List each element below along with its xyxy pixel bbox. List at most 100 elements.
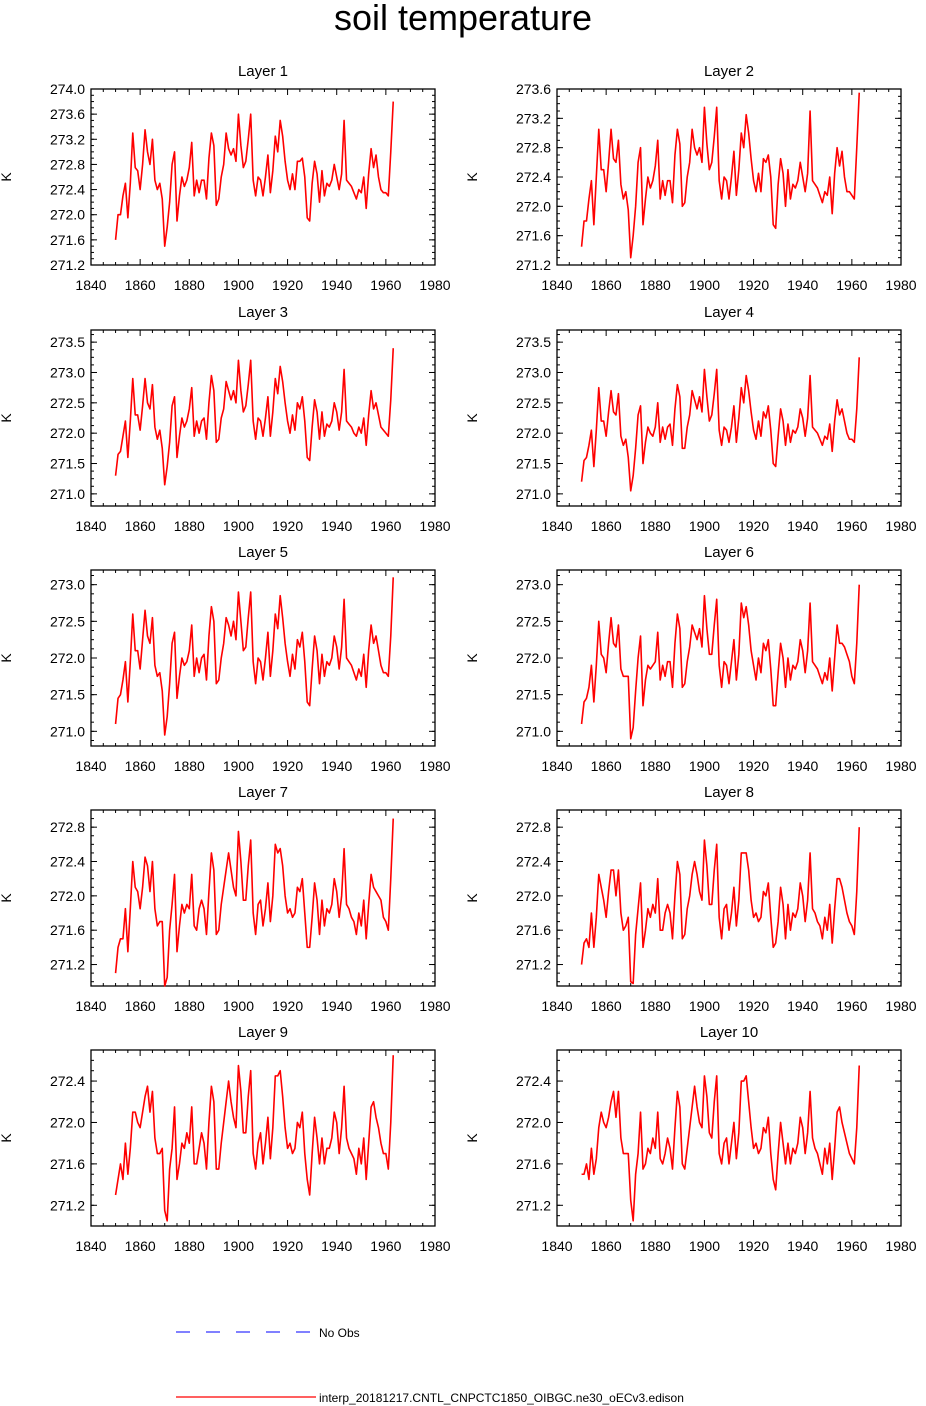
panel-7: Layer 7 K 1840 1860 1880 1900 1920 1940 1960 1980… [0, 784, 451, 1014]
panels-group: Layer 1 K 1840 1860 1880 1900 1920 1940 1960 1980… [0, 63, 917, 1254]
y-tick-label: 271.5 [50, 687, 85, 703]
legend-obs-label: No Obs [319, 1326, 360, 1340]
panel-title: Layer 10 [700, 1024, 758, 1041]
x-tick-label: 1980 [885, 998, 916, 1014]
x-tick-label: 1960 [370, 758, 401, 774]
x-tick-label: 1920 [738, 277, 769, 293]
y-tick-label: 272.0 [516, 888, 551, 904]
x-tick-label: 1980 [419, 277, 450, 293]
y-tick-label: 273.6 [50, 106, 85, 122]
series-line [114, 818, 395, 987]
y-tick-label: 272.4 [516, 169, 551, 185]
x-tick-label: 1860 [125, 277, 156, 293]
x-tick-label: 1900 [223, 277, 254, 293]
panel-title: Layer 7 [238, 784, 288, 801]
x-tick-label: 1900 [689, 758, 720, 774]
x-tick-label: 1960 [836, 1238, 867, 1254]
y-tick-label: 271.2 [50, 957, 85, 973]
x-tick-label: 1980 [885, 277, 916, 293]
y-tick-label: 271.2 [50, 257, 85, 273]
series-line [114, 348, 395, 486]
y-tick-label: 271.2 [50, 1197, 85, 1213]
y-tick-label: 272.4 [516, 854, 551, 870]
panel-9: Layer 9 K 1840 1860 1880 1900 1920 1940 1960 1980… [0, 1024, 451, 1254]
y-tick-label: 271.6 [516, 228, 551, 244]
y-tick-label: 271.5 [516, 456, 551, 472]
y-tick-label: 271.2 [516, 257, 551, 273]
y-tick-label: 273.6 [516, 81, 551, 97]
y-axis-label: K [0, 653, 14, 663]
x-tick-label: 1840 [75, 277, 106, 293]
x-tick-label: 1900 [689, 518, 720, 534]
y-tick-label: 272.8 [50, 819, 85, 835]
x-tick-label: 1980 [885, 1238, 916, 1254]
x-tick-label: 1920 [738, 758, 769, 774]
panel-title: Layer 1 [238, 63, 288, 80]
y-axis-label: K [464, 893, 480, 903]
panel-title: Layer 4 [704, 304, 754, 321]
x-tick-label: 1920 [272, 758, 303, 774]
x-tick-label: 1960 [836, 998, 867, 1014]
y-tick-label: 271.6 [516, 922, 551, 938]
y-tick-label: 273.0 [516, 364, 551, 380]
plot-frame [90, 329, 436, 507]
y-tick-label: 272.4 [50, 854, 85, 870]
y-tick-label: 271.2 [516, 957, 551, 973]
x-tick-label: 1980 [885, 518, 916, 534]
y-tick-label: 271.0 [50, 723, 85, 739]
x-tick-label: 1940 [321, 518, 352, 534]
y-tick-label: 272.8 [516, 819, 551, 835]
y-tick-label: 273.5 [516, 334, 551, 350]
panel-2: Layer 2 K 1840 1860 1880 1900 1920 1940 1960 1980… [464, 63, 917, 293]
x-tick-label: 1880 [174, 758, 205, 774]
panel-title: Layer 9 [238, 1024, 288, 1041]
x-tick-label: 1940 [787, 277, 818, 293]
y-tick-label: 272.4 [516, 1073, 551, 1089]
x-tick-label: 1900 [689, 1238, 720, 1254]
y-tick-label: 271.5 [50, 456, 85, 472]
y-tick-label: 272.0 [50, 207, 85, 223]
series-line [114, 577, 395, 736]
panel-3: Layer 3 K 1840 1860 1880 1900 1920 1940 1960 1980… [0, 304, 451, 534]
y-tick-label: 272.0 [516, 650, 551, 666]
x-tick-label: 1880 [640, 1238, 671, 1254]
panel-5: Layer 5 K 1840 1860 1880 1900 1920 1940 1960 1980… [0, 544, 451, 774]
x-tick-label: 1840 [75, 758, 106, 774]
y-axis-label: K [464, 653, 480, 663]
plot-frame [90, 88, 436, 266]
y-axis-label: K [0, 172, 14, 182]
x-tick-label: 1960 [836, 518, 867, 534]
panel-8: Layer 8 K 1840 1860 1880 1900 1920 1940 1960 1980… [464, 784, 917, 1014]
x-tick-label: 1940 [787, 758, 818, 774]
x-tick-label: 1880 [640, 998, 671, 1014]
y-tick-label: 274.0 [50, 81, 85, 97]
x-tick-label: 1860 [125, 518, 156, 534]
x-tick-label: 1860 [591, 277, 622, 293]
plot-frame [90, 809, 436, 987]
x-tick-label: 1980 [419, 758, 450, 774]
y-tick-label: 271.0 [516, 723, 551, 739]
y-tick-label: 271.6 [50, 922, 85, 938]
x-tick-label: 1980 [419, 1238, 450, 1254]
x-tick-label: 1840 [541, 277, 572, 293]
x-tick-label: 1860 [591, 1238, 622, 1254]
x-tick-label: 1960 [370, 1238, 401, 1254]
x-tick-label: 1920 [272, 277, 303, 293]
y-tick-label: 272.0 [516, 198, 551, 214]
figure-title: soil temperature [334, 0, 592, 38]
plot-frame [556, 1049, 902, 1227]
series-line [580, 357, 861, 492]
x-tick-label: 1860 [591, 998, 622, 1014]
y-tick-label: 271.0 [516, 486, 551, 502]
y-tick-label: 272.8 [516, 140, 551, 156]
y-tick-label: 273.0 [50, 577, 85, 593]
x-tick-label: 1940 [787, 1238, 818, 1254]
x-tick-label: 1840 [75, 518, 106, 534]
y-tick-label: 271.6 [50, 232, 85, 248]
y-tick-label: 272.0 [516, 1114, 551, 1130]
x-tick-label: 1840 [541, 758, 572, 774]
x-tick-label: 1920 [738, 998, 769, 1014]
y-tick-label: 272.0 [516, 425, 551, 441]
x-tick-label: 1840 [75, 1238, 106, 1254]
y-tick-label: 271.6 [516, 1156, 551, 1172]
